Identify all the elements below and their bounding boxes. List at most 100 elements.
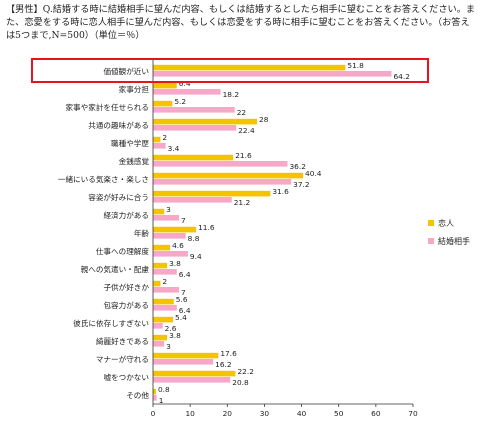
- bar-kekkon: [153, 89, 221, 95]
- x-tick-label: 60: [371, 409, 381, 418]
- bar-kekkon: [153, 287, 179, 293]
- bar-koibito: [153, 136, 161, 143]
- bar-kekkon: [153, 179, 292, 185]
- bar-kekkon: [153, 215, 179, 221]
- data-label: 8.8: [188, 234, 200, 243]
- category-label: 綺麗好きである: [96, 336, 149, 346]
- data-label: 6.4: [179, 79, 191, 88]
- data-label: 0.8: [158, 385, 170, 394]
- category-label: 嘘をつかない: [103, 372, 149, 382]
- bar-koibito: [153, 334, 168, 341]
- bar-kekkon: [153, 161, 288, 167]
- x-tick-label: 10: [185, 409, 195, 418]
- bar-kekkon: [153, 251, 188, 257]
- data-label: 22.2: [237, 367, 253, 376]
- category-label: 子供が好きか: [103, 282, 149, 292]
- legend-swatch: [428, 220, 434, 226]
- axes: 0 10 20 30 40 50 60 70: [151, 60, 418, 418]
- data-label: 6.4: [179, 270, 191, 279]
- x-tick-label: 40: [297, 409, 307, 418]
- bar-koibito: [153, 388, 156, 395]
- bars: [153, 64, 392, 401]
- category-label: 親への気遣い・配慮: [81, 264, 150, 274]
- bar-koibito: [153, 316, 174, 323]
- category-label: 金銭感覚: [119, 156, 150, 166]
- category-label: 包容力がある: [103, 300, 149, 310]
- category-labels: 価値観が近い家事分担家事や家計を任せられる共通の趣味がある職種や学歴金銭感覚一緒…: [58, 66, 150, 400]
- category-label: 職種や学歴: [111, 138, 149, 148]
- x-tick-label: 50: [334, 409, 344, 418]
- data-label: 22: [237, 108, 246, 117]
- bar-koibito: [153, 64, 346, 71]
- x-tick-label: 0: [151, 409, 156, 418]
- category-label: 家事や家計を任せられる: [65, 102, 149, 112]
- bar-koibito: [153, 82, 177, 89]
- bar-koibito: [153, 352, 219, 359]
- data-label: 9.4: [190, 252, 202, 261]
- data-label: 36.2: [289, 162, 305, 171]
- data-label: 51.8: [347, 61, 364, 70]
- category-label: 一緒にいる気楽さ・楽しさ: [58, 174, 149, 184]
- bar-koibito: [153, 244, 171, 251]
- data-label: 3.8: [169, 259, 181, 268]
- data-label: 2: [162, 277, 167, 286]
- data-label: 21.2: [234, 198, 250, 207]
- bar-koibito: [153, 208, 165, 215]
- category-label: 経済力がある: [103, 210, 149, 220]
- legend-swatch: [428, 238, 434, 244]
- category-label: マナーが守れる: [96, 354, 149, 364]
- bar-kekkon: [153, 107, 235, 113]
- chart-title: 【男性】Q.結婚する時に結婚相手に望んだ内容、もしくは結婚するとしたら相手に望む…: [6, 4, 476, 41]
- bar-koibito: [153, 118, 257, 125]
- bar-kekkon: [153, 143, 166, 149]
- data-label: 1: [159, 396, 164, 405]
- data-label: 6.4: [179, 306, 191, 315]
- bar-kekkon: [153, 125, 237, 131]
- bar-koibito: [153, 190, 271, 197]
- bar-kekkon: [153, 71, 392, 77]
- category-label: その他: [126, 390, 149, 400]
- data-label: 5.6: [176, 295, 188, 304]
- data-label: 40.4: [305, 169, 322, 178]
- data-label: 3: [166, 342, 171, 351]
- legend-label: 結婚相手: [438, 236, 470, 246]
- bar-koibito: [153, 298, 174, 305]
- data-label: 11.6: [198, 223, 215, 232]
- legend-label: 恋人: [438, 218, 454, 228]
- bar-koibito: [153, 280, 161, 287]
- bar-koibito: [153, 226, 197, 233]
- data-label: 31.6: [272, 187, 289, 196]
- bar-koibito: [153, 262, 168, 269]
- data-label: 2: [162, 133, 167, 142]
- x-tick-label: 70: [408, 409, 418, 418]
- data-label: 5.2: [174, 97, 186, 106]
- bar-kekkon: [153, 359, 214, 365]
- category-label: 彼氏に依存しすぎない: [73, 318, 149, 328]
- bar-kekkon: [153, 197, 232, 203]
- data-label: 3: [166, 205, 171, 214]
- data-label: 17.6: [220, 349, 237, 358]
- category-label: 年齢: [134, 228, 150, 238]
- data-label: 7: [181, 288, 186, 297]
- data-label: 22.4: [238, 126, 255, 135]
- bar-kekkon: [153, 233, 186, 239]
- data-label: 2.6: [165, 324, 177, 333]
- highlight-box: [31, 58, 429, 83]
- bar-kekkon: [153, 305, 177, 311]
- data-label: 64.2: [393, 72, 409, 81]
- data-label: 3.4: [168, 144, 180, 153]
- x-tick-label: 30: [260, 409, 270, 418]
- data-label: 18.2: [223, 90, 239, 99]
- category-label: 価値観が近い: [103, 66, 149, 76]
- bar-kekkon: [153, 377, 231, 383]
- value-labels: 51.864.26.418.25.2222822.423.421.636.240…: [158, 61, 410, 405]
- category-label: 仕事への理解度: [96, 246, 150, 256]
- x-tick-label: 20: [223, 409, 233, 418]
- bar-kekkon: [153, 323, 163, 329]
- bar-koibito: [153, 172, 304, 179]
- data-label: 20.8: [232, 378, 249, 387]
- data-label: 21.6: [235, 151, 252, 160]
- bar-koibito: [153, 370, 236, 377]
